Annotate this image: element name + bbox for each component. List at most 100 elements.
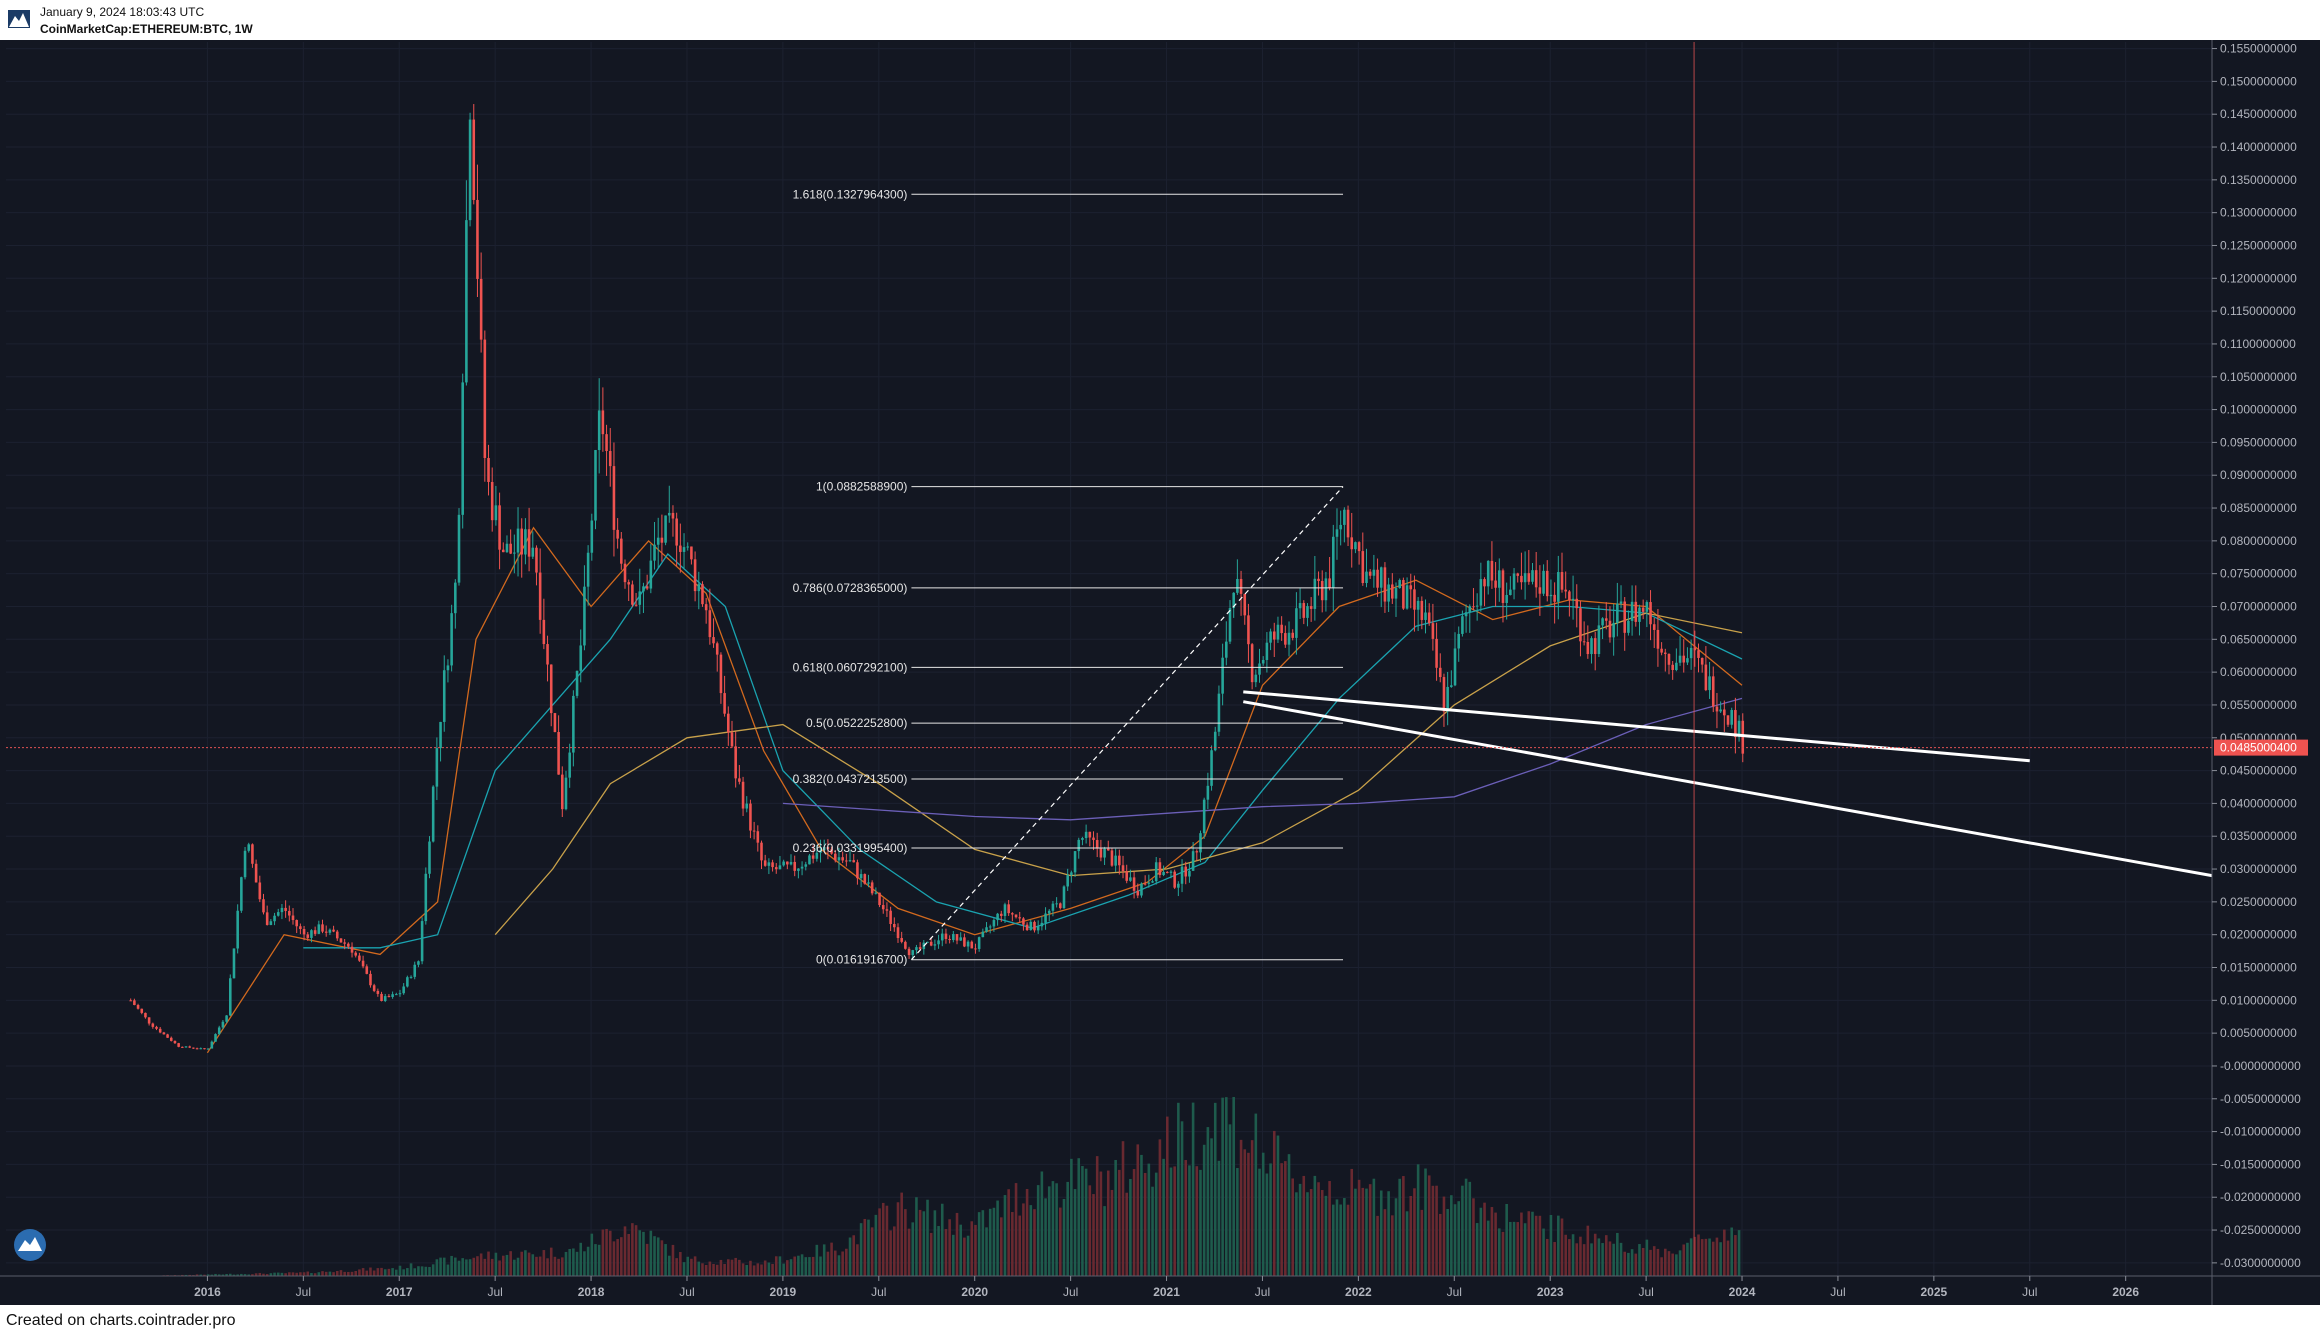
volume-bar (1616, 1232, 1619, 1276)
candle-body (542, 619, 546, 645)
candle-body (1564, 589, 1567, 592)
candle-body (561, 774, 564, 810)
candle-body (402, 986, 405, 994)
candle-body (1180, 866, 1184, 884)
volume-bar (1099, 1171, 1103, 1276)
volume-bar (1568, 1239, 1571, 1276)
volume-bar (1564, 1234, 1567, 1276)
candle-body (620, 538, 623, 564)
candle-body (1284, 633, 1287, 645)
volume-bar (1405, 1211, 1409, 1276)
candle-body (686, 546, 690, 548)
candle-body (1571, 598, 1575, 601)
candle-body (727, 713, 730, 733)
volume-bar (1678, 1250, 1682, 1276)
candle-body (841, 857, 844, 861)
candle-body (933, 944, 937, 946)
candle-body (723, 693, 726, 714)
candle-body (1616, 603, 1619, 623)
volume-bar (734, 1257, 737, 1276)
volume-bar (697, 1261, 701, 1276)
candle-body (1114, 855, 1117, 866)
candle-body (1143, 883, 1147, 885)
volume-bar (1250, 1140, 1254, 1276)
candle-body (1033, 921, 1036, 931)
volume-bar (686, 1256, 690, 1276)
volume-bar (1387, 1191, 1390, 1276)
candle-body (1634, 601, 1638, 622)
time-axis[interactable]: 2016 Jul 2017 Jul 2018 Jul 2019 Jul 2020 Jul 2021 J… (0, 1275, 2320, 1299)
volume-bar (240, 1273, 243, 1276)
volume-bar (1597, 1238, 1601, 1276)
candle-body (756, 831, 760, 843)
volume-bar (1177, 1102, 1180, 1276)
candle-body (549, 664, 553, 714)
candle-body (1479, 579, 1483, 606)
fib-level-label: 1.618(0.1327964300) (793, 187, 908, 201)
candle-body (822, 847, 826, 851)
candle-body (999, 913, 1003, 916)
candle-body (472, 119, 476, 200)
volume-bar (756, 1263, 760, 1276)
volume-bar (1136, 1144, 1140, 1276)
candle-body (313, 930, 317, 934)
volume-bar (1479, 1207, 1483, 1276)
volume-bar (682, 1262, 686, 1276)
candle-body (1291, 632, 1295, 638)
candle-body (1590, 638, 1593, 655)
candle-body (1309, 606, 1313, 609)
volume-bar (878, 1208, 881, 1276)
volume-bar (999, 1217, 1003, 1276)
volume-bar (1029, 1205, 1033, 1276)
candle-body (1280, 624, 1283, 634)
candle-body (1236, 578, 1239, 593)
volume-bar (1228, 1124, 1232, 1276)
candle-body (1416, 600, 1420, 610)
candle-body (952, 934, 955, 941)
candle-body (1125, 871, 1128, 881)
candle-body (642, 586, 645, 592)
candle-body (513, 552, 516, 554)
volume-bar (926, 1199, 929, 1276)
price-chart[interactable]: 1.618(0.1327964300) 1(0.0882588900) 0.786(… (0, 40, 2320, 1305)
candle-body (638, 591, 642, 605)
volume-bar (1438, 1213, 1442, 1276)
candle-body (1073, 851, 1077, 873)
volume-bar (524, 1250, 527, 1276)
candle-body (147, 1017, 151, 1024)
volume-bar (1306, 1192, 1309, 1276)
volume-bar (1014, 1183, 1018, 1276)
candle-body (1221, 657, 1224, 694)
y-tick-label: 0.1500000000 (2220, 74, 2297, 88)
volume-bar (487, 1251, 490, 1276)
candle-body (915, 947, 918, 951)
volume-bar (1121, 1141, 1125, 1276)
candle-body (1730, 710, 1733, 725)
fib-level-label: 0(0.0161916700) (816, 953, 907, 967)
volume-bar (221, 1274, 225, 1276)
volume-bar (1324, 1195, 1328, 1276)
y-tick-label: 0.0900000000 (2220, 468, 2297, 482)
candle-body (594, 450, 597, 521)
candle-body (158, 1028, 162, 1033)
candle-body (1512, 573, 1516, 590)
candle-body (959, 937, 962, 941)
volume-bar (1088, 1185, 1092, 1276)
fib-retracement[interactable]: 1.618(0.1327964300) 1(0.0882588900) 0.786(… (793, 187, 1344, 967)
candle-body (413, 964, 417, 977)
candle-body (859, 874, 863, 879)
candle-body (741, 781, 745, 809)
volume-bar (225, 1273, 228, 1276)
volume-bar (856, 1244, 859, 1276)
volume-bar (1357, 1179, 1361, 1276)
candle-body (361, 960, 365, 967)
volume-bar (1018, 1215, 1022, 1276)
price-axis[interactable]: 0.1550000000 0.1500000000 0.1450000000 0.14… (2211, 40, 2308, 1305)
candle-body (1051, 903, 1055, 911)
candle-body (1498, 570, 1501, 588)
volume-bar (904, 1209, 907, 1276)
candle-body (1379, 567, 1383, 588)
volume-bar (350, 1271, 354, 1276)
trendlines[interactable] (1243, 690, 2213, 878)
candle-body (557, 732, 560, 775)
